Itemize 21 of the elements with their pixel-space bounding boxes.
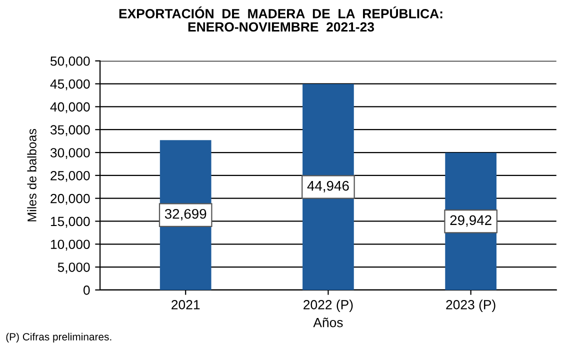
x-tick-label: 2021 [172,300,200,310]
x-axis-title: Años [313,318,343,328]
data-label: 44,946 [307,180,349,192]
x-tick-label: 2023 (P) [446,300,496,312]
y-tick-label: 30,000 [50,148,90,159]
text: (P) Cifras preliminares. [6,332,112,343]
data-label: 32,699 [164,208,206,220]
y-tick-label: 10,000 [50,240,90,251]
x-tick-label: 2022 (P) [304,300,353,312]
y-tick-label: 45,000 [50,79,90,90]
data-label: 29,942 [450,215,492,227]
y-tick-label: 35,000 [50,125,90,136]
y-axis-title: Miles de balboas [27,128,36,222]
y-tick-label: 0 [83,286,90,295]
y-tick-label: 15,000 [50,216,90,228]
chart-title: EXPORTACIÓN DE MADERA DE LA REPÚBLICA: ENERO-NOVIEMBRE 2021-23 [119,6,442,32]
y-tick-label: 40,000 [50,102,90,114]
y-tick-label: 50,000 [50,56,90,68]
y-tick-label: 20,000 [50,194,90,205]
y-tick-label: 5,000 [58,262,90,274]
y-tick-label: 25,000 [50,170,90,182]
